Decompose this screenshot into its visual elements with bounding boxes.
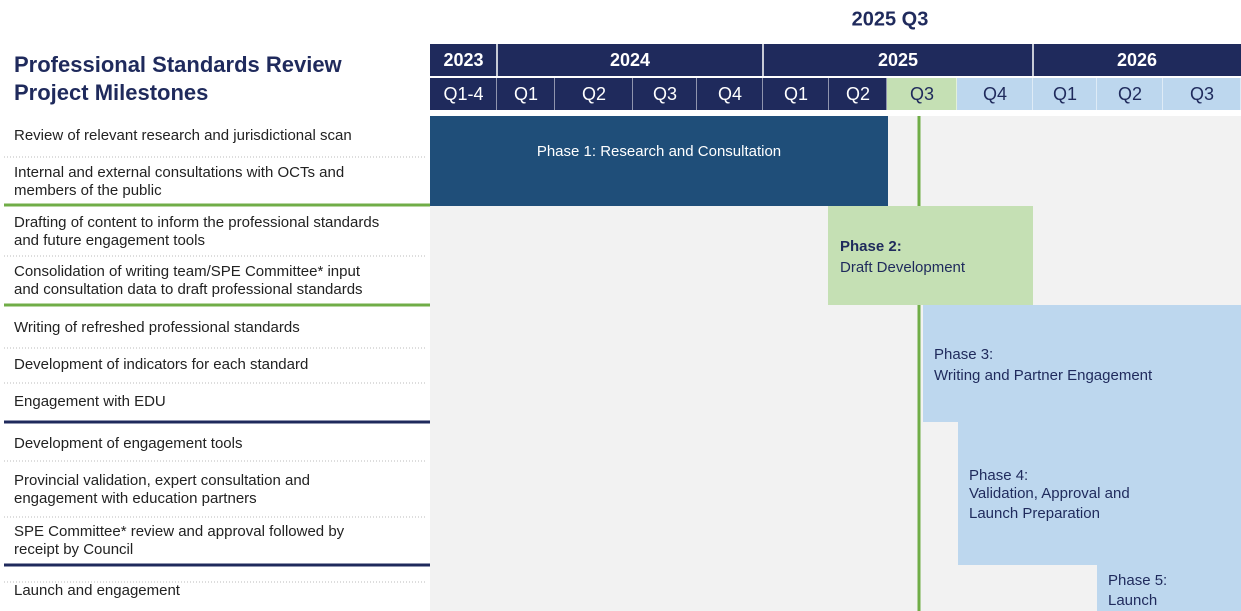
quarter-cell <box>957 78 1033 110</box>
quarter-cell <box>497 78 555 110</box>
phase-label: Phase 5: <box>1108 572 1167 589</box>
task-label: Internal and external consultations with… <box>14 164 344 181</box>
task-label: Drafting of content to inform the profes… <box>14 214 379 231</box>
quarter-label: Q1 <box>1053 84 1077 104</box>
quarter-label: Q4 <box>718 84 742 104</box>
quarter-cell <box>763 78 829 110</box>
quarter-label: Q1-4 <box>443 84 483 104</box>
phase-label: Phase 4: <box>969 467 1028 484</box>
phase-label: Phase 1: Research and Consultation <box>537 143 781 160</box>
current-label: 2025 Q3 <box>852 8 929 30</box>
quarter-label: Q1 <box>784 84 808 104</box>
task-label: members of the public <box>14 182 162 199</box>
quarter-cell <box>887 78 957 110</box>
title: Project Milestones <box>14 80 208 105</box>
task-label: Development of indicators for each stand… <box>14 356 308 373</box>
task-label: Development of engagement tools <box>14 435 242 452</box>
phase-label: Phase 2: <box>840 238 902 255</box>
task-label: Consolidation of writing team/SPE Commit… <box>14 263 361 280</box>
task-label: and future engagement tools <box>14 232 205 249</box>
year-cell <box>497 44 763 76</box>
year-label: 2026 <box>1117 50 1157 70</box>
quarter-label: Q3 <box>653 84 677 104</box>
phase-bar <box>828 206 1033 305</box>
quarter-cell <box>555 78 633 110</box>
quarter-label: Q2 <box>1118 84 1142 104</box>
phase-label: Draft Development <box>840 259 966 276</box>
year-label: 2023 <box>443 50 483 70</box>
phase-label: Launch <box>1108 592 1157 609</box>
phase-label: Validation, Approval and <box>969 485 1130 502</box>
task-label: Launch and engagement <box>14 582 181 599</box>
quarter-label: Q1 <box>514 84 538 104</box>
task-label: receipt by Council <box>14 541 133 558</box>
quarter-label: Q4 <box>983 84 1007 104</box>
phase-bar <box>430 116 888 206</box>
task-label: Writing of refreshed professional standa… <box>14 319 300 336</box>
year-label: 2024 <box>610 50 650 70</box>
phase-label: Writing and Partner Engagement <box>934 367 1153 384</box>
phase-bar <box>923 305 1241 422</box>
quarter-cell <box>1163 78 1241 110</box>
quarter-cell <box>1033 78 1097 110</box>
task-label: Engagement with EDU <box>14 393 166 410</box>
quarter-cell <box>1097 78 1163 110</box>
phase-bar <box>1097 565 1241 611</box>
quarter-cell <box>633 78 697 110</box>
quarter-label: Q3 <box>910 84 934 104</box>
phase-label: Launch Preparation <box>969 505 1100 522</box>
title: Professional Standards Review <box>14 52 343 77</box>
task-label: and consultation data to draft professio… <box>14 281 363 298</box>
phase-label: Phase 3: <box>934 346 993 363</box>
task-label: engagement with education partners <box>14 490 257 507</box>
quarter-cell <box>430 78 497 110</box>
phase-bar <box>958 422 1241 565</box>
quarter-label: Q2 <box>846 84 870 104</box>
year-cell <box>1033 44 1241 76</box>
year-label: 2025 <box>878 50 918 70</box>
task-label: SPE Committee* review and approval follo… <box>14 523 345 540</box>
quarter-cell <box>829 78 887 110</box>
year-cell <box>763 44 1033 76</box>
quarter-label: Q2 <box>582 84 606 104</box>
quarter-label: Q3 <box>1190 84 1214 104</box>
quarter-cell <box>697 78 763 110</box>
task-label: Provincial validation, expert consultati… <box>14 472 310 489</box>
year-cell <box>430 44 497 76</box>
task-label: Review of relevant research and jurisdic… <box>14 127 352 144</box>
